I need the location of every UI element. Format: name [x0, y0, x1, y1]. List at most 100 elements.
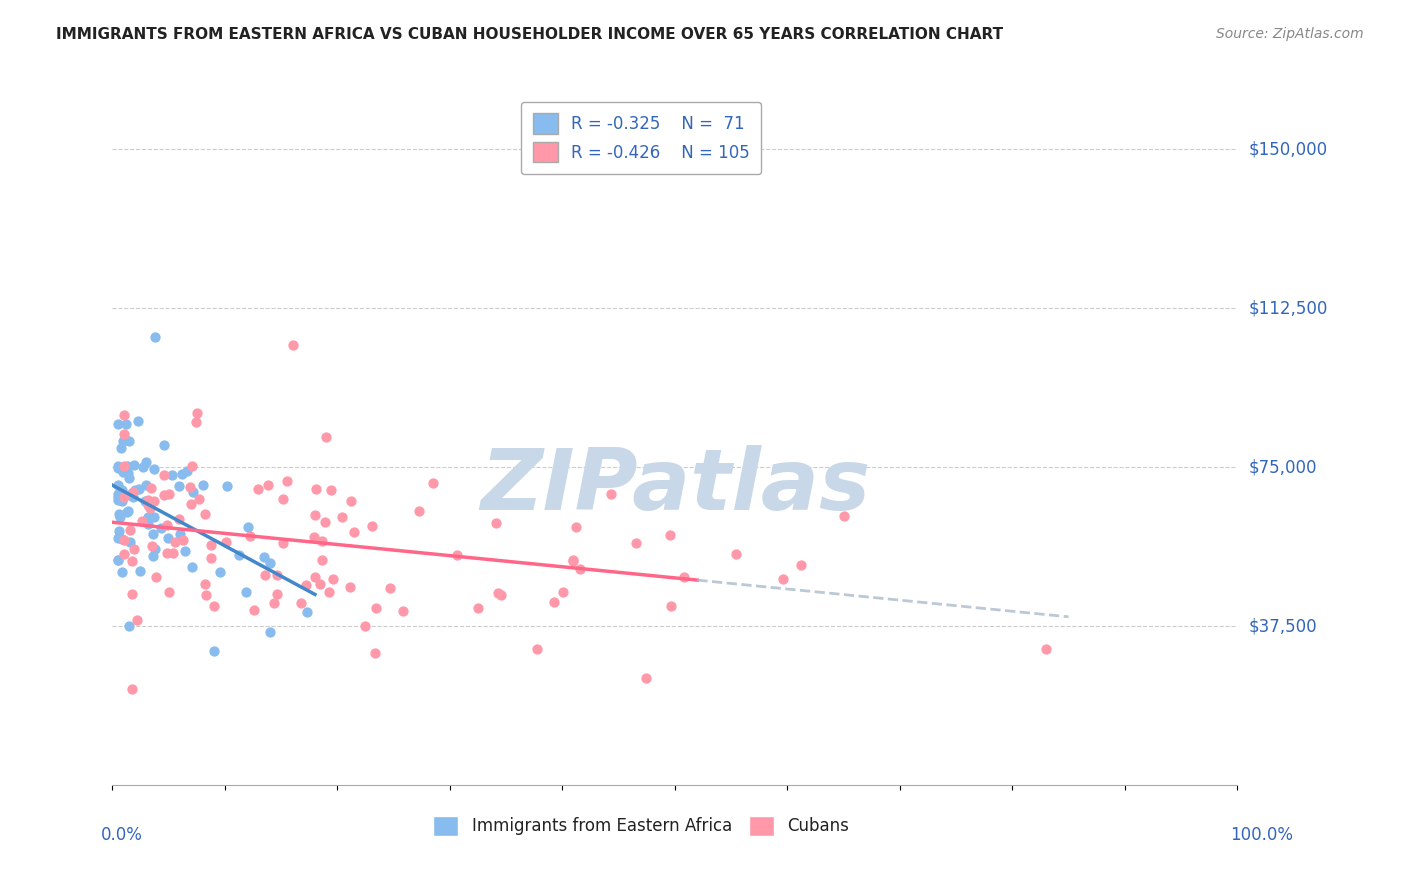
Point [446, 549, 468, 563]
Point [209, 565, 232, 579]
Point [110, 441, 132, 455]
Point [142, 510, 165, 524]
Point [484, 516, 506, 531]
Point [107, 553, 129, 567]
Point [118, 434, 141, 449]
Point [156, 532, 179, 546]
Text: ZIPatlas: ZIPatlas [479, 445, 870, 528]
Text: 100.0%: 100.0% [1230, 826, 1294, 844]
Point [1035, 642, 1057, 657]
Point [361, 519, 384, 533]
Point [724, 547, 747, 561]
Text: $150,000: $150,000 [1249, 140, 1327, 159]
Point [366, 601, 388, 615]
Point [202, 599, 225, 613]
Point [107, 417, 129, 431]
Point [136, 499, 159, 513]
Point [259, 557, 281, 571]
Point [160, 467, 183, 482]
Point [153, 438, 176, 452]
Point [304, 508, 326, 522]
Point [200, 538, 222, 552]
Point [142, 549, 165, 563]
Point [561, 554, 583, 568]
Point [162, 546, 184, 560]
Point [342, 524, 364, 539]
Point [176, 464, 198, 478]
Point [353, 619, 375, 633]
Point [150, 521, 173, 535]
Point [163, 534, 186, 549]
Point [186, 415, 208, 429]
Point [562, 553, 585, 567]
Point [489, 588, 512, 602]
Point [391, 604, 413, 618]
Point [169, 527, 191, 541]
Point [408, 504, 430, 518]
Text: $112,500: $112,500 [1249, 300, 1327, 318]
Point [131, 514, 153, 528]
Point [107, 487, 129, 501]
Point [157, 486, 180, 500]
Point [311, 553, 333, 567]
Text: $37,500: $37,500 [1249, 617, 1317, 635]
Point [314, 515, 336, 529]
Point [107, 490, 129, 504]
Point [111, 434, 134, 448]
Point [180, 560, 202, 574]
Point [143, 330, 166, 344]
Point [565, 520, 588, 534]
Point [110, 483, 132, 497]
Point [167, 512, 190, 526]
Point [122, 541, 145, 556]
Point [107, 459, 129, 474]
Point [141, 481, 163, 495]
Point [170, 467, 193, 481]
Point [108, 524, 131, 539]
Point [339, 580, 361, 594]
Point [195, 588, 218, 602]
Point [315, 430, 337, 444]
Point [112, 490, 135, 504]
Point [112, 547, 135, 561]
Point [202, 644, 225, 658]
Point [236, 519, 259, 533]
Point [111, 565, 134, 579]
Point [194, 507, 217, 521]
Point [141, 539, 163, 553]
Point [157, 584, 180, 599]
Point [107, 477, 129, 491]
Point [254, 567, 277, 582]
Point [179, 480, 201, 494]
Point [118, 619, 141, 633]
Point [143, 541, 166, 556]
Point [124, 483, 146, 497]
Point [112, 533, 135, 548]
Point [121, 554, 143, 568]
Point [266, 587, 288, 601]
Point [143, 493, 166, 508]
Point [297, 606, 319, 620]
Point [186, 407, 208, 421]
Point [121, 682, 143, 697]
Point [772, 572, 794, 586]
Point [112, 465, 135, 479]
Point [153, 488, 176, 502]
Point [117, 504, 139, 518]
Point [112, 408, 135, 422]
Point [200, 550, 222, 565]
Point [167, 479, 190, 493]
Point [340, 493, 363, 508]
Point [172, 533, 194, 548]
Point [135, 455, 157, 469]
Point [139, 501, 162, 516]
Point [121, 587, 143, 601]
Point [311, 533, 333, 548]
Point [318, 585, 340, 599]
Point [111, 493, 134, 508]
Point [257, 478, 280, 492]
Point [107, 460, 129, 475]
Point [117, 458, 139, 473]
Text: 0.0%: 0.0% [101, 826, 143, 844]
Point [108, 507, 131, 521]
